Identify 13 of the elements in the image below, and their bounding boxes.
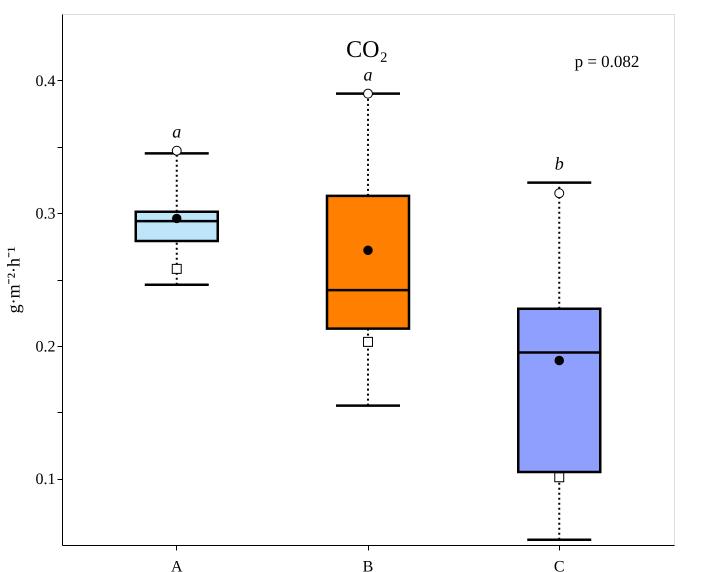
annotation: b	[554, 154, 564, 174]
y-tick-label: 0.3	[36, 206, 56, 223]
annotation: a	[364, 64, 372, 85]
x-tick-label: B	[362, 558, 374, 572]
y-tick-label: 0.4	[36, 72, 56, 90]
y-tick-label: 0.2	[36, 338, 56, 356]
text: CO₂	[346, 37, 388, 63]
y-axis-title: g·m⁻²·h⁻¹	[4, 246, 24, 314]
y-tick-label: 0.1	[36, 471, 56, 488]
annotation: p = 0.082	[574, 52, 640, 71]
x-tick-label: A	[170, 558, 183, 572]
x-tick-label: C	[554, 558, 565, 572]
annotation: a	[172, 122, 182, 142]
